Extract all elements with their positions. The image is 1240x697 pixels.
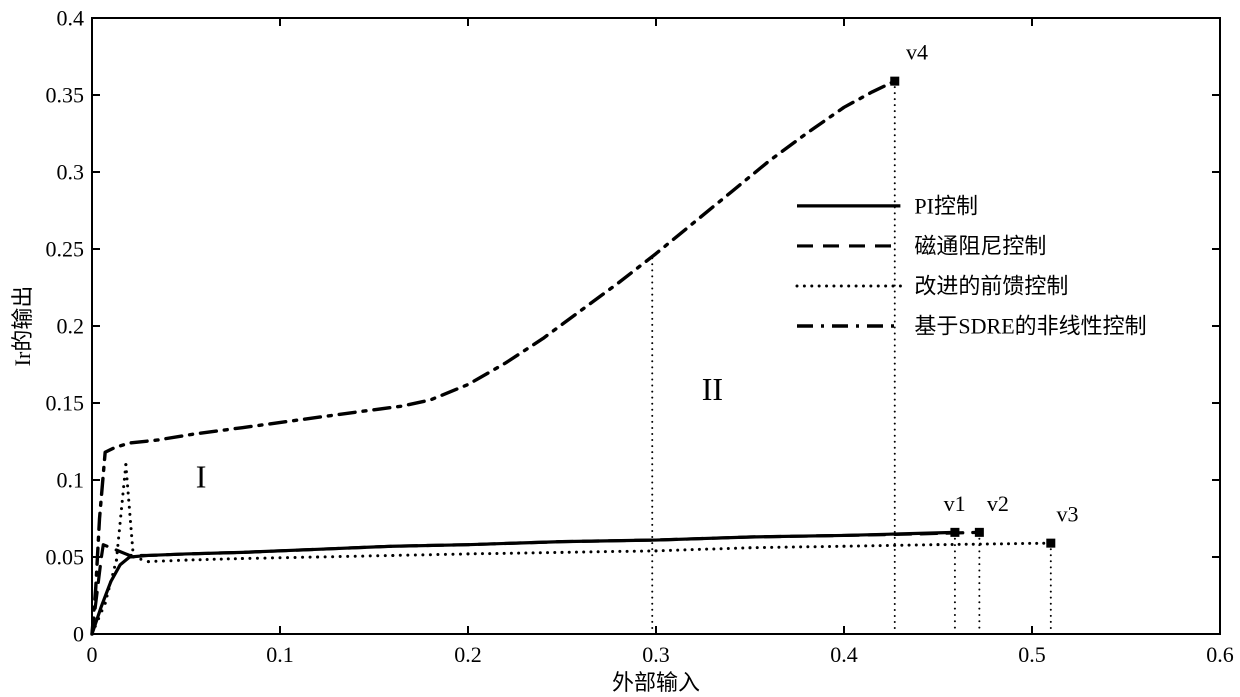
x-axis-label: 外部输入 [612, 670, 700, 695]
marker-label-v3: v3 [1056, 502, 1078, 527]
y-tick-label: 0.35 [46, 83, 85, 108]
legend-label: 基于SDRE的非线性控制 [914, 314, 1146, 339]
marker-v4 [890, 77, 899, 86]
x-tick-label: 0.1 [266, 642, 294, 667]
marker-v3 [1046, 539, 1055, 548]
legend-label: 改进的前馈控制 [914, 274, 1068, 299]
marker-v2 [975, 528, 984, 537]
x-tick-label: 0 [87, 642, 98, 667]
region-label: II [702, 371, 723, 407]
legend-label: 磁通阻尼控制 [914, 234, 1046, 259]
x-tick-label: 0.6 [1206, 642, 1234, 667]
y-tick-label: 0 [73, 622, 84, 647]
y-tick-label: 0.05 [46, 545, 85, 570]
chart-container: 0 0.1 0.2 0.3 0.4 0.5 0.6 0 0.05 0.1 0.15 0.2 0.25 0.… [0, 0, 1240, 697]
x-tick-label: 0.4 [830, 642, 858, 667]
x-tick-label: 0.2 [454, 642, 482, 667]
y-tick-label: 0.3 [57, 160, 85, 185]
marker-label-v1: v1 [944, 491, 966, 516]
y-tick-label: 0.1 [57, 468, 85, 493]
marker-label-v4: v4 [906, 40, 928, 65]
legend-label: PI控制 [914, 194, 978, 219]
y-tick-label: 0.15 [46, 391, 85, 416]
marker-label-v2: v2 [987, 491, 1009, 516]
marker-v1 [950, 528, 959, 537]
x-tick-label: 0.5 [1018, 642, 1046, 667]
y-axis-label: Ir的输出 [10, 286, 35, 367]
region-label: I [196, 459, 207, 495]
y-tick-label: 0.4 [57, 6, 85, 31]
x-tick-label: 0.3 [642, 642, 670, 667]
line-chart: 0 0.1 0.2 0.3 0.4 0.5 0.6 0 0.05 0.1 0.15 0.2 0.25 0.… [0, 0, 1240, 697]
y-tick-label: 0.25 [46, 237, 85, 262]
y-tick-label: 0.2 [57, 314, 85, 339]
